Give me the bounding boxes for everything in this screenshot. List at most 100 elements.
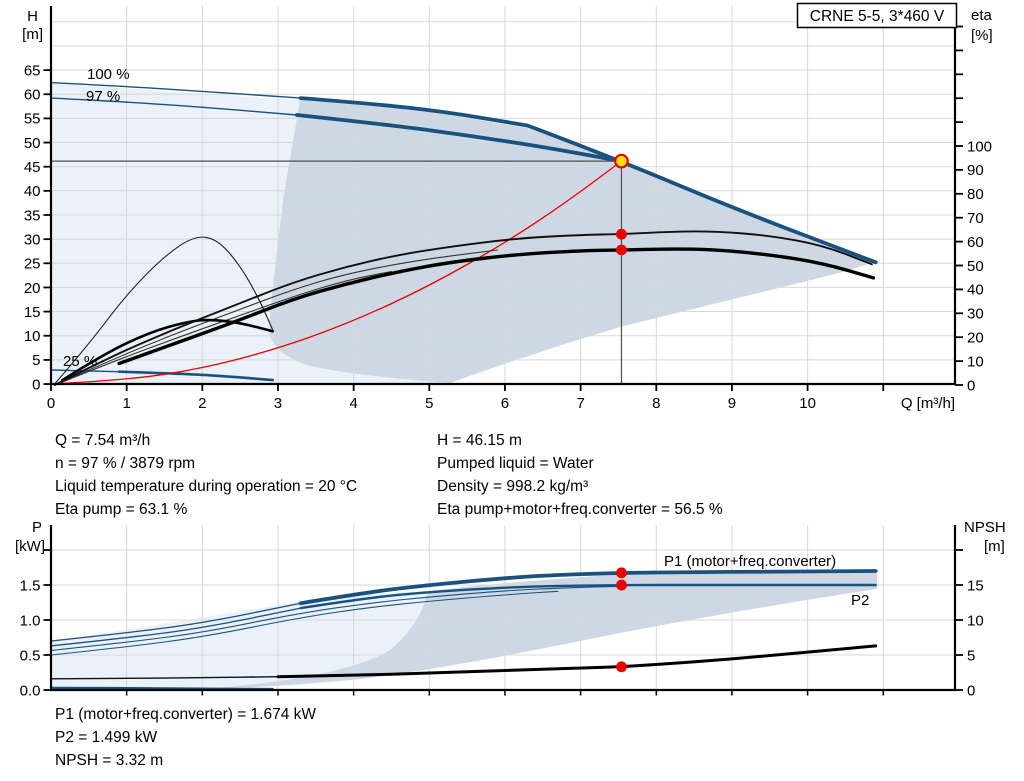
p-tick-label: 1.0	[20, 612, 41, 629]
h-tick-label: 35	[24, 207, 41, 224]
hq-full-envelope	[51, 83, 450, 384]
results-bottom-block: P1 (motor+freq.converter) = 1.674 kW P2 …	[55, 706, 316, 769]
eta-tick-label: 60	[967, 234, 984, 251]
eta-pump-dot	[616, 228, 627, 240]
curve-100-thick	[298, 96, 530, 128]
eta-tick-label: 30	[967, 306, 984, 323]
q-tick-label: 6	[501, 395, 509, 412]
eta-total-curve	[117, 247, 876, 366]
eta-tick-label: 90	[967, 162, 984, 179]
p-curve-25	[49, 686, 274, 691]
p2-curve	[299, 583, 877, 610]
h-axis-title: H	[27, 8, 38, 25]
result-speed: n = 97 % / 3879 rpm	[55, 455, 195, 472]
npsh-axis-unit: [m]	[984, 538, 1005, 555]
npsh-axis-title: NPSH	[964, 519, 1006, 536]
p-tick-label: 0.0	[20, 682, 41, 699]
result-p1: P1 (motor+freq.converter) = 1.674 kW	[55, 706, 316, 723]
q-tick-label: 0	[47, 395, 55, 412]
p-tick-label: 0.5	[20, 647, 41, 664]
eta-tick-label: 0	[967, 377, 975, 394]
q-tick-label: 2	[198, 395, 206, 412]
p1-dot	[616, 567, 627, 579]
p2-dot	[616, 579, 627, 591]
h-tick-label: 40	[24, 183, 41, 200]
eta-pump-curve	[53, 230, 873, 386]
h-tick-label: 0	[32, 376, 40, 393]
eta-tick-label: 20	[967, 330, 984, 347]
power-full-envelope	[51, 591, 428, 688]
power-duty-envelope	[215, 573, 877, 688]
curve-97-thick	[295, 113, 624, 163]
h-axis-unit: [m]	[22, 26, 43, 43]
q-tick-label: 1	[122, 395, 130, 412]
duty-point-markers	[614, 153, 629, 673]
result-head: H = 46.15 m	[437, 432, 522, 449]
h-tick-label: 50	[24, 135, 41, 152]
curve-100-thin	[50, 81, 302, 99]
npsh-dot	[616, 661, 627, 673]
h-tick-label: 60	[24, 87, 41, 104]
h-tick-label: 15	[24, 304, 41, 321]
eta-tick-label: 100	[967, 138, 992, 155]
result-eta-pump: Eta pump = 63.1 %	[55, 501, 187, 518]
p-axis-unit: [kW]	[15, 538, 45, 555]
h-tick-label: 5	[32, 352, 40, 369]
h-tick-label: 10	[24, 328, 41, 345]
gridlines	[51, 6, 955, 690]
speed-97-label: 97 %	[86, 88, 120, 105]
p-axis-title: P	[32, 519, 42, 536]
npsh-tick-label: 0	[967, 682, 975, 699]
h-tick-label: 25	[24, 256, 41, 273]
q-tick-label: 9	[728, 395, 736, 412]
p1-curve-thin	[50, 602, 302, 642]
q-tick-label: 4	[349, 395, 357, 412]
eta-total-dot	[616, 244, 627, 256]
eta-arch-curve	[54, 236, 274, 385]
axis-titles: H [m] eta [%] Q [m³/h] P [kW] NPSH [m]	[15, 7, 1006, 555]
result-npsh: NPSH = 3.32 m	[55, 752, 163, 769]
duty-point-reference-lines	[51, 160, 623, 384]
result-q: Q = 7.54 m³/h	[55, 432, 150, 449]
eta-axis-unit: [%]	[971, 27, 993, 44]
h-tick-label: 45	[24, 159, 41, 176]
result-eta-total: Eta pump+motor+freq.converter = 56.5 %	[437, 501, 723, 518]
p1-curve	[298, 569, 878, 606]
duty-point-marker[interactable]	[614, 153, 629, 169]
p-curve-4	[50, 590, 559, 656]
npsh-curve	[276, 644, 878, 679]
curve-25-thick	[117, 370, 274, 382]
eta-tick-label: 40	[967, 282, 984, 299]
hq-duty-envelope	[269, 100, 875, 383]
q-tick-label: 8	[652, 395, 660, 412]
npsh-tick-label: 15	[967, 577, 984, 594]
eta-tick-label: 80	[967, 186, 984, 203]
title-box-frame	[796, 2, 958, 29]
curve-labels: 100 % 97 % 25 % P1 (motor+freq.converter…	[63, 66, 869, 609]
result-density: Density = 998.2 kg/m³	[437, 478, 588, 495]
eta-tick-label: 70	[967, 210, 984, 227]
q-tick-label: 3	[274, 395, 282, 412]
q-axis-title: Q [m³/h]	[901, 395, 955, 412]
q-tick-label: 10	[799, 395, 816, 412]
result-liquid-temp: Liquid temperature during operation = 20…	[55, 478, 357, 495]
title-box: CRNE 5-5, 3*460 V	[796, 2, 958, 29]
q-tick-label: 7	[576, 395, 584, 412]
p2-curve-thin	[50, 607, 302, 647]
eta-tick-label: 50	[967, 258, 984, 275]
result-pumped-liquid: Pumped liquid = Water	[437, 455, 594, 472]
eta-axis-title: eta	[971, 7, 993, 24]
speed-25-label: 25 %	[63, 353, 97, 370]
h-tick-label: 55	[24, 111, 41, 128]
curves	[49, 81, 878, 691]
p2-curve-label: P2	[851, 592, 869, 609]
h-tick-label: 65	[24, 62, 41, 79]
pump-title: CRNE 5-5, 3*460 V	[810, 8, 945, 25]
q-tick-label: 5	[425, 395, 433, 412]
axis-ticks: 6560555045403530252015105010090807060504…	[20, 25, 992, 699]
npsh-curve-thin	[50, 676, 279, 680]
p1-curve-label: P1 (motor+freq.converter)	[664, 553, 836, 570]
npsh-tick-label: 5	[967, 647, 975, 664]
